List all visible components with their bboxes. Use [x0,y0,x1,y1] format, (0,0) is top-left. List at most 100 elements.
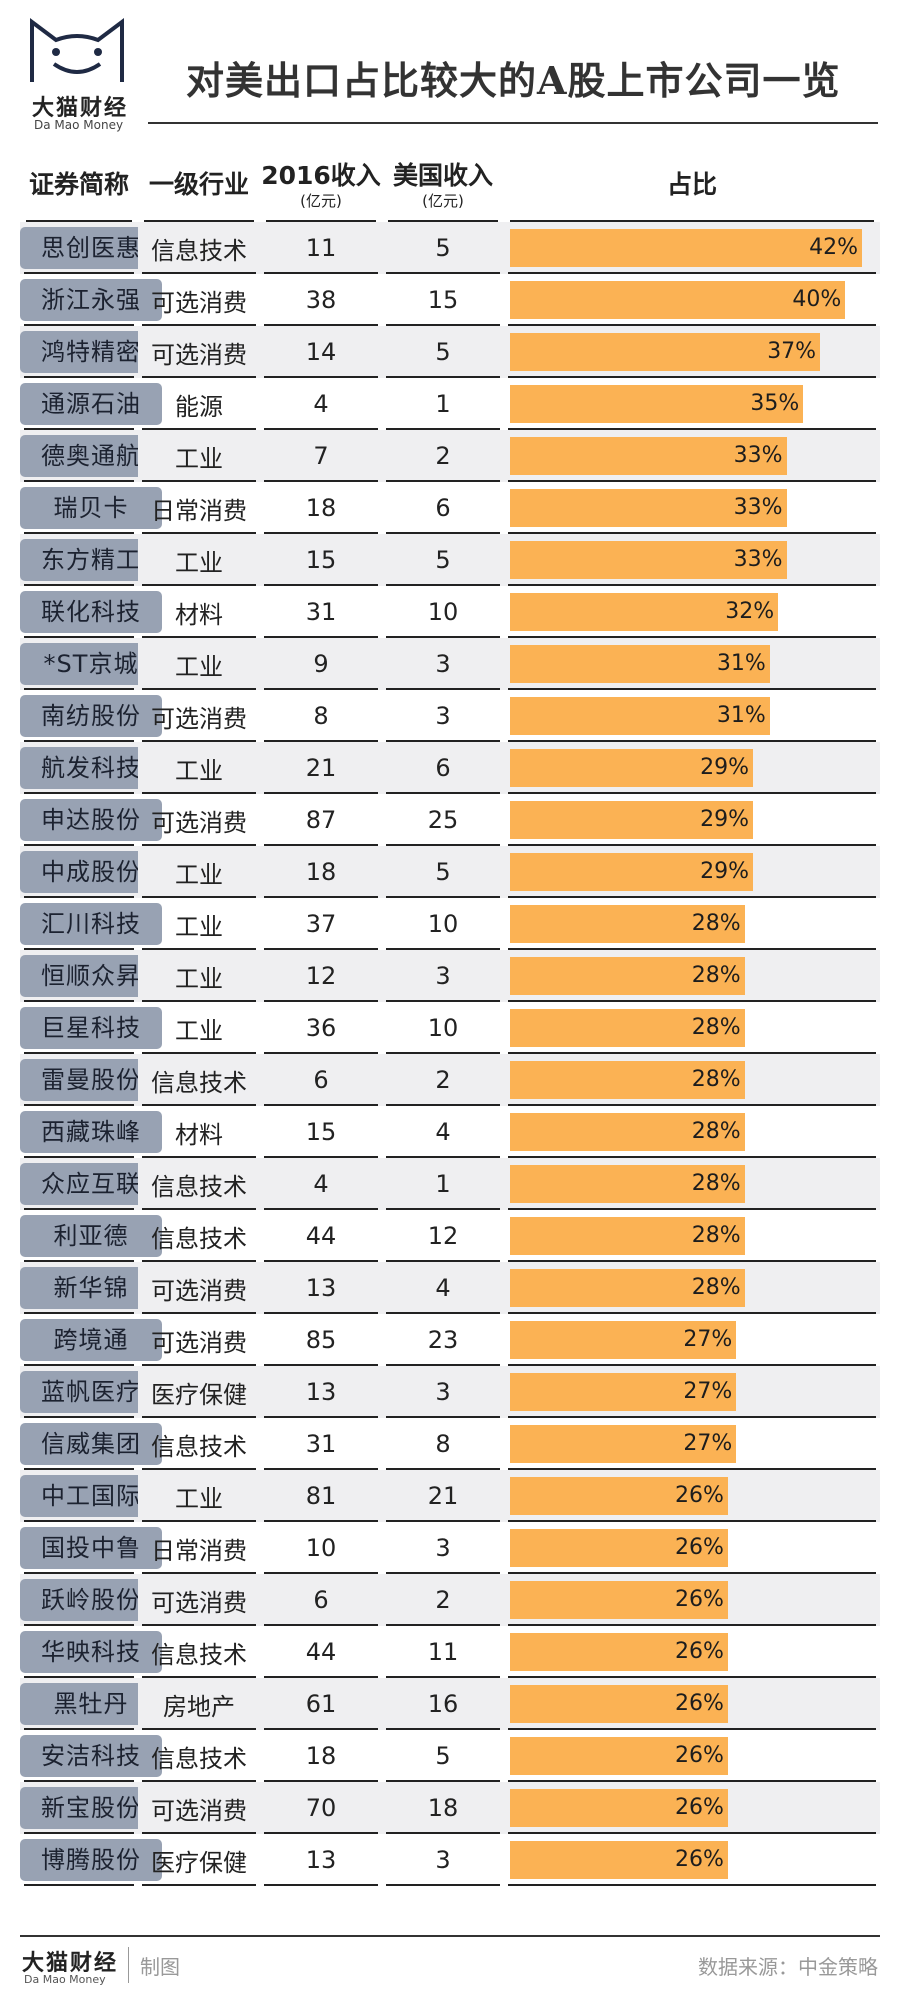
cell-us-rev: 4 [382,1106,504,1158]
table-row: 跃岭股份 可选消费 6 2 26% [20,1574,880,1626]
cell-ratio: 26% [504,1834,880,1886]
ratio-label: 26% [674,1743,724,1768]
stock-name-label: 博腾股份 [20,1839,162,1881]
cell-industry: 日常消费 [138,482,260,534]
cell-rev2016: 4 [260,378,382,430]
cell-name: 跃岭股份 [20,1574,162,1626]
cell-ratio: 26% [504,1522,880,1574]
cell-us-rev: 11 [382,1626,504,1678]
cell-rev2016: 15 [260,1106,382,1158]
cell-name: 新宝股份 [20,1782,162,1834]
cell-rev2016: 31 [260,586,382,638]
cell-name: *ST京城 [20,638,162,690]
stock-name-label: 国投中鲁 [20,1527,162,1569]
cell-industry: 工业 [138,846,260,898]
cell-us-rev: 3 [382,638,504,690]
cell-ratio: 26% [504,1626,880,1678]
cell-us-rev: 16 [382,1678,504,1730]
table-row: 安洁科技 信息技术 18 5 26% [20,1730,880,1782]
cell-rev2016: 44 [260,1210,382,1262]
ratio-label: 26% [674,1535,724,1560]
ratio-bar: 28% [510,1009,745,1047]
stock-name-label: 西藏珠峰 [20,1111,162,1153]
cat-logo-icon [30,18,124,82]
cell-rev2016: 12 [260,950,382,1002]
ratio-label: 42% [809,235,858,260]
footer: 大猫财经 Da Mao Money 制图 数据来源：中金策略 [0,1935,900,2000]
col-header-industry: 一级行业 [138,144,260,222]
ratio-label: 29% [700,755,750,780]
cell-us-rev: 25 [382,794,504,846]
cell-us-rev: 3 [382,1834,504,1886]
table-row: 新宝股份 可选消费 70 18 26% [20,1782,880,1834]
cell-name: 南纺股份 [20,690,162,742]
cell-industry: 工业 [138,1002,260,1054]
ratio-bar: 33% [510,489,787,527]
cell-industry: 信息技术 [138,1054,260,1106]
ratio-label: 26% [674,1483,724,1508]
cell-industry: 医疗保健 [138,1366,260,1418]
cell-us-rev: 1 [382,378,504,430]
cell-rev2016: 8 [260,690,382,742]
ratio-bar: 26% [510,1789,728,1827]
cell-ratio: 26% [504,1730,880,1782]
title-divider [148,122,878,124]
brand-name-cn: 大猫财经 [32,96,129,121]
cell-us-rev: 3 [382,1522,504,1574]
cell-name: 联化科技 [20,586,162,638]
cell-name: 通源石油 [20,378,162,430]
table-row: 跨境通 可选消费 85 23 27% [20,1314,880,1366]
ratio-label: 29% [700,807,750,832]
table-row: 利亚德 信息技术 44 12 28% [20,1210,880,1262]
cell-us-rev: 3 [382,950,504,1002]
ratio-bar: 26% [510,1529,728,1567]
ratio-bar: 26% [510,1477,728,1515]
ratio-bar: 40% [510,281,846,319]
table-row: 东方精工 工业 15 5 33% [20,534,880,586]
cell-rev2016: 70 [260,1782,382,1834]
ratio-label: 31% [716,703,766,728]
cell-industry: 工业 [138,742,260,794]
ratio-bar: 29% [510,801,754,839]
cell-industry: 材料 [138,1106,260,1158]
table-row: 申达股份 可选消费 87 25 29% [20,794,880,846]
ratio-label: 33% [733,547,783,572]
cell-ratio: 40% [504,274,880,326]
ratio-label: 26% [674,1587,724,1612]
ratio-bar: 28% [510,1061,745,1099]
cell-ratio: 28% [504,1158,880,1210]
cell-ratio: 33% [504,482,880,534]
cell-rev2016: 14 [260,326,382,378]
cell-name: 恒顺众昇 [20,950,162,1002]
ratio-label: 26% [674,1847,724,1872]
cell-industry: 可选消费 [138,794,260,846]
cell-rev2016: 18 [260,482,382,534]
cell-us-rev: 5 [382,326,504,378]
ratio-bar: 33% [510,541,787,579]
ratio-label: 26% [674,1795,724,1820]
cell-industry: 可选消费 [138,690,260,742]
table-row: 巨星科技 工业 36 10 28% [20,1002,880,1054]
ratio-bar: 29% [510,853,754,891]
cell-us-rev: 8 [382,1418,504,1470]
cell-name: 利亚德 [20,1210,162,1262]
cell-rev2016: 6 [260,1574,382,1626]
data-table: 证券简称 一级行业 2016收入 (亿元) 美国收入 (亿元) 占比 思创医惠 信息技… [20,144,880,1886]
cell-us-rev: 10 [382,586,504,638]
ratio-label: 27% [683,1327,733,1352]
cell-us-rev: 12 [382,1210,504,1262]
cell-industry: 信息技术 [138,1158,260,1210]
cell-rev2016: 61 [260,1678,382,1730]
cell-industry: 工业 [138,898,260,950]
stock-name-label: 华映科技 [20,1631,162,1673]
ratio-label: 26% [674,1691,724,1716]
cell-name: 蓝帆医疗 [20,1366,162,1418]
cell-industry: 可选消费 [138,1574,260,1626]
cell-us-rev: 2 [382,430,504,482]
cell-ratio: 33% [504,430,880,482]
cell-name: 安洁科技 [20,1730,162,1782]
stock-name-label: 浙江永强 [20,279,162,321]
ratio-bar: 28% [510,1113,745,1151]
cell-name: 中成股份 [20,846,162,898]
cell-ratio: 27% [504,1314,880,1366]
